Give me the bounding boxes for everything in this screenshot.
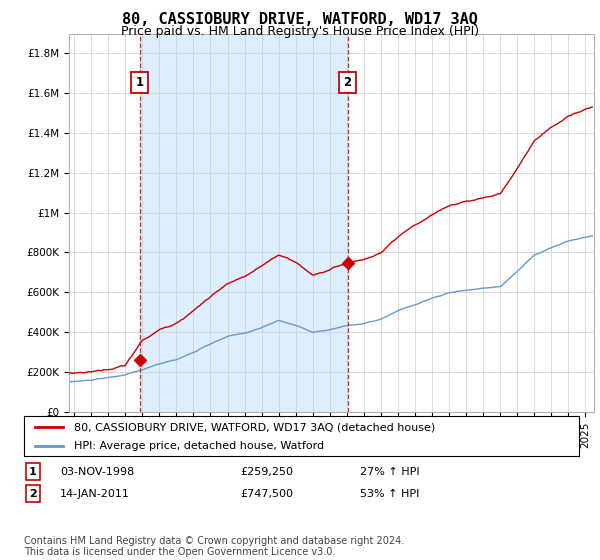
Text: £747,500: £747,500: [240, 489, 293, 499]
Text: 2: 2: [343, 76, 352, 89]
Text: 1: 1: [136, 76, 143, 89]
Text: 80, CASSIOBURY DRIVE, WATFORD, WD17 3AQ (detached house): 80, CASSIOBURY DRIVE, WATFORD, WD17 3AQ …: [74, 422, 435, 432]
Text: £259,250: £259,250: [240, 466, 293, 477]
Text: 1: 1: [29, 466, 37, 477]
Text: 14-JAN-2011: 14-JAN-2011: [60, 489, 130, 499]
Text: 27% ↑ HPI: 27% ↑ HPI: [360, 466, 419, 477]
Text: 80, CASSIOBURY DRIVE, WATFORD, WD17 3AQ: 80, CASSIOBURY DRIVE, WATFORD, WD17 3AQ: [122, 12, 478, 27]
Text: Price paid vs. HM Land Registry's House Price Index (HPI): Price paid vs. HM Land Registry's House …: [121, 25, 479, 38]
Text: HPI: Average price, detached house, Watford: HPI: Average price, detached house, Watf…: [74, 441, 324, 451]
Text: 2: 2: [29, 489, 37, 499]
Text: Contains HM Land Registry data © Crown copyright and database right 2024.
This d: Contains HM Land Registry data © Crown c…: [24, 535, 404, 557]
Text: 03-NOV-1998: 03-NOV-1998: [60, 466, 134, 477]
Bar: [140, 34, 347, 412]
Text: 53% ↑ HPI: 53% ↑ HPI: [360, 489, 419, 499]
